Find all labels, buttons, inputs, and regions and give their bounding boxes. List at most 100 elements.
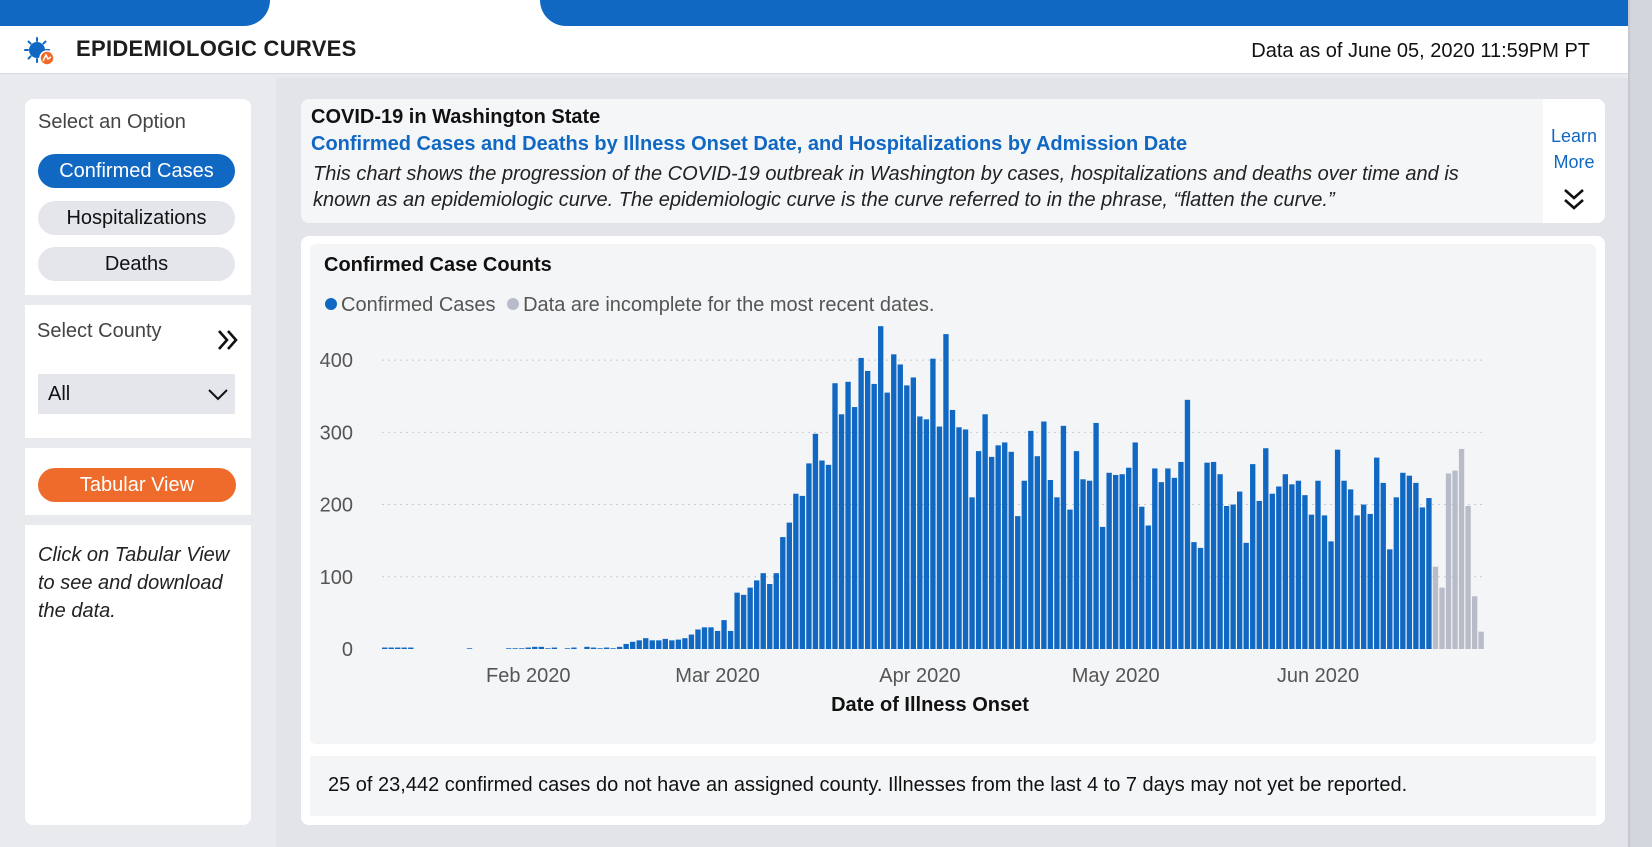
bar-confirmed[interactable]: [1413, 482, 1419, 649]
bar-confirmed[interactable]: [1034, 456, 1041, 649]
bar-confirmed[interactable]: [1276, 486, 1282, 650]
bar-confirmed[interactable]: [838, 414, 845, 649]
bar-confirmed[interactable]: [1139, 506, 1145, 649]
bar-confirmed[interactable]: [910, 377, 917, 649]
bar-confirmed[interactable]: [564, 648, 571, 649]
bar-confirmed[interactable]: [1263, 448, 1269, 649]
legend-item-confirmed[interactable]: Confirmed Cases: [325, 294, 496, 317]
bar-confirmed[interactable]: [1067, 509, 1073, 649]
bar-confirmed[interactable]: [1002, 442, 1008, 649]
bar-confirmed[interactable]: [1184, 399, 1191, 649]
bar-confirmed[interactable]: [1341, 480, 1347, 649]
bar-confirmed[interactable]: [936, 426, 943, 649]
bar-confirmed[interactable]: [708, 627, 714, 649]
bar-confirmed[interactable]: [643, 638, 649, 649]
bar-confirmed[interactable]: [1106, 472, 1112, 649]
bar-confirmed[interactable]: [1099, 526, 1106, 649]
bar-incomplete[interactable]: [1471, 596, 1478, 649]
bar-confirmed[interactable]: [395, 647, 401, 649]
bar-confirmed[interactable]: [519, 648, 525, 649]
option-confirmed-cases[interactable]: Confirmed Cases: [38, 154, 235, 188]
bar-confirmed[interactable]: [1158, 482, 1165, 649]
bar-confirmed[interactable]: [1393, 497, 1399, 649]
bar-confirmed[interactable]: [1152, 468, 1158, 649]
bar-confirmed[interactable]: [1250, 464, 1256, 649]
bar-confirmed[interactable]: [388, 647, 394, 649]
bar-confirmed[interactable]: [734, 592, 740, 649]
bar-confirmed[interactable]: [669, 640, 675, 649]
bar-incomplete[interactable]: [1452, 470, 1458, 649]
bar-confirmed[interactable]: [584, 646, 590, 649]
bar-confirmed[interactable]: [1132, 442, 1138, 649]
bar-confirmed[interactable]: [832, 383, 838, 649]
bar-confirmed[interactable]: [1204, 462, 1210, 649]
bar-confirmed[interactable]: [897, 364, 903, 649]
bar-confirmed[interactable]: [1400, 472, 1406, 649]
bar-incomplete[interactable]: [1445, 473, 1452, 650]
bar-confirmed[interactable]: [1328, 541, 1334, 649]
bar-confirmed[interactable]: [1347, 489, 1354, 649]
bar-confirmed[interactable]: [571, 647, 577, 649]
bar-confirmed[interactable]: [767, 584, 773, 649]
bar-confirmed[interactable]: [799, 495, 806, 649]
bar-confirmed[interactable]: [408, 647, 414, 649]
bar-confirmed[interactable]: [1321, 515, 1328, 649]
bar-confirmed[interactable]: [923, 419, 930, 649]
bar-confirmed[interactable]: [1080, 479, 1086, 649]
bar-confirmed[interactable]: [864, 370, 871, 649]
bar-confirmed[interactable]: [649, 640, 655, 649]
bar-confirmed[interactable]: [825, 464, 832, 649]
bar-confirmed[interactable]: [904, 385, 910, 649]
bar-confirmed[interactable]: [1210, 461, 1217, 649]
bar-confirmed[interactable]: [943, 334, 949, 649]
bar-confirmed[interactable]: [1236, 491, 1243, 649]
bar-confirmed[interactable]: [773, 573, 779, 649]
bar-confirmed[interactable]: [1406, 475, 1413, 649]
bar-confirmed[interactable]: [1256, 500, 1262, 649]
bar-confirmed[interactable]: [1426, 498, 1432, 649]
bar-confirmed[interactable]: [812, 433, 819, 649]
bar-confirmed[interactable]: [512, 648, 518, 649]
bar-confirmed[interactable]: [975, 451, 982, 649]
bar-incomplete[interactable]: [1458, 448, 1465, 649]
bar-confirmed[interactable]: [845, 381, 851, 649]
bar-confirmed[interactable]: [1334, 449, 1341, 649]
bar-confirmed[interactable]: [1145, 525, 1151, 650]
learn-more-link[interactable]: Learn More: [1550, 126, 1598, 172]
bar-confirmed[interactable]: [590, 647, 597, 649]
bar-confirmed[interactable]: [1054, 497, 1060, 649]
bar-confirmed[interactable]: [962, 429, 969, 649]
bar-confirmed[interactable]: [851, 407, 858, 649]
bar-confirmed[interactable]: [1387, 549, 1393, 649]
bar-confirmed[interactable]: [969, 497, 975, 649]
bar-confirmed[interactable]: [532, 646, 538, 649]
bar-confirmed[interactable]: [636, 640, 642, 649]
bar-confirmed[interactable]: [1178, 461, 1184, 649]
bar-confirmed[interactable]: [1047, 480, 1054, 649]
bar-confirmed[interactable]: [721, 620, 727, 649]
bar-confirmed[interactable]: [551, 647, 558, 649]
bar-confirmed[interactable]: [1243, 542, 1249, 649]
bar-confirmed[interactable]: [982, 414, 988, 649]
bar-confirmed[interactable]: [662, 638, 668, 649]
bar-confirmed[interactable]: [610, 648, 616, 649]
bar-confirmed[interactable]: [1295, 480, 1302, 649]
bar-confirmed[interactable]: [1126, 467, 1132, 649]
bar-confirmed[interactable]: [930, 358, 936, 649]
bar-confirmed[interactable]: [793, 493, 799, 649]
bar-confirmed[interactable]: [623, 643, 629, 649]
bar-confirmed[interactable]: [760, 573, 766, 649]
double-chevron-down-icon[interactable]: [1562, 187, 1586, 213]
bar-confirmed[interactable]: [714, 630, 721, 649]
bar-incomplete[interactable]: [1432, 566, 1439, 649]
bar-confirmed[interactable]: [727, 630, 734, 649]
bar-confirmed[interactable]: [1015, 516, 1021, 649]
bar-confirmed[interactable]: [597, 648, 603, 649]
bar-confirmed[interactable]: [1354, 515, 1360, 649]
bar-confirmed[interactable]: [786, 522, 792, 649]
bar-confirmed[interactable]: [1315, 480, 1321, 649]
bar-confirmed[interactable]: [545, 648, 551, 649]
bar-confirmed[interactable]: [701, 627, 708, 649]
bar-confirmed[interactable]: [603, 647, 610, 649]
bar-confirmed[interactable]: [740, 594, 747, 649]
